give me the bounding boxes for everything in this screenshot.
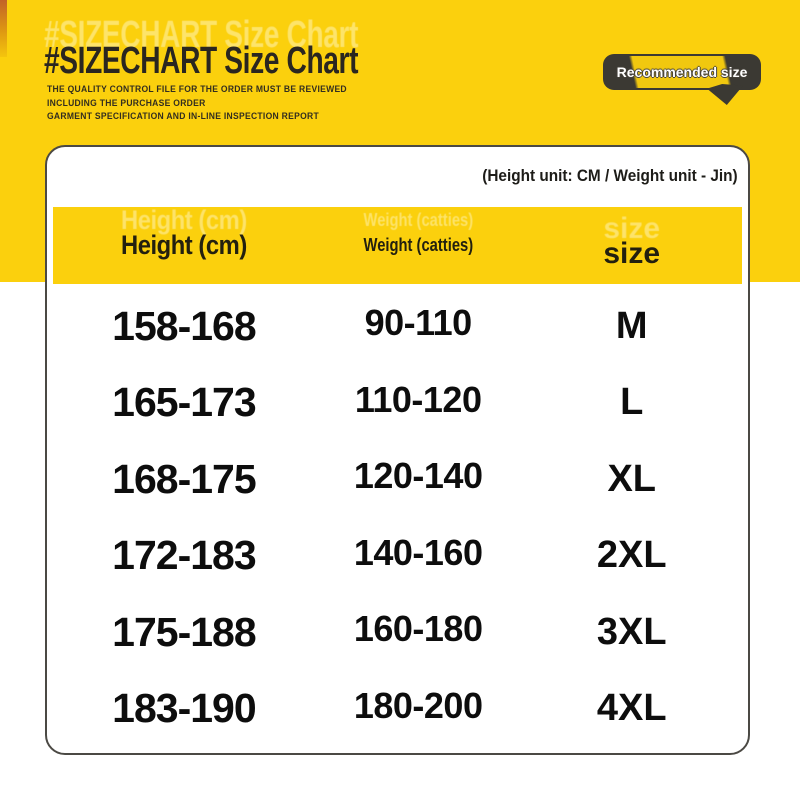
units-note: (Height unit: CM / Weight unit - Jin) xyxy=(482,167,738,185)
weight-cell: 110-120 xyxy=(354,378,482,420)
table-row: 168-175 120-140 XL xyxy=(53,455,742,503)
size-cell: 2XL xyxy=(596,534,667,577)
height-cell: 158-168 xyxy=(112,302,256,349)
size-cell: 3XL xyxy=(596,610,667,653)
column-header-weight: Weight (catties) xyxy=(363,235,473,255)
size-cell: L xyxy=(620,381,644,424)
height-cell: 175-188 xyxy=(112,608,256,655)
size-cell: M xyxy=(615,304,648,347)
quality-note-line: THE QUALITY CONTROL FILE FOR THE ORDER M… xyxy=(47,84,347,94)
column-header-size: size xyxy=(603,236,661,270)
size-chart-card: (Height unit: CM / Weight unit - Jin) He… xyxy=(45,145,750,755)
recommended-size-label: Recommended size xyxy=(616,64,748,80)
size-cell: XL xyxy=(607,457,657,500)
column-header-height: Height (cm) xyxy=(120,230,247,260)
recommended-size-badge: Recommended size xyxy=(603,54,761,90)
weight-cell: 140-160 xyxy=(353,531,483,573)
weight-cell: 180-200 xyxy=(353,684,483,726)
table-row: 183-190 180-200 4XL xyxy=(53,685,742,732)
corner-color-artifact xyxy=(0,0,7,57)
quality-note: THE QUALITY CONTROL FILE FOR THE ORDER M… xyxy=(47,83,347,124)
weight-cell: 90-110 xyxy=(364,302,473,344)
table-row: 165-173 110-120 L xyxy=(53,379,742,426)
table-row: 158-168 90-110 M xyxy=(53,302,742,350)
table-header-row: Height (cm) Weight (catties) size xyxy=(53,207,742,284)
height-cell: 172-183 xyxy=(112,532,256,579)
weight-cell: 120-140 xyxy=(353,455,483,497)
height-cell: 183-190 xyxy=(112,685,256,732)
size-table: 158-168 90-110 M 165-173 110-120 L 168-1… xyxy=(53,284,742,747)
height-cell: 165-173 xyxy=(112,379,256,426)
table-row: 175-188 160-180 3XL xyxy=(53,608,742,656)
size-cell: 4XL xyxy=(596,687,667,730)
quality-note-line: GARMENT SPECIFICATION AND IN-LINE INSPEC… xyxy=(47,111,319,122)
weight-cell: 160-180 xyxy=(353,608,483,650)
quality-note-line: INCLUDING THE PURCHASE ORDER xyxy=(47,97,206,108)
height-cell: 168-175 xyxy=(112,455,256,502)
table-row: 172-183 140-160 2XL xyxy=(53,532,742,579)
page-title: #SIZECHART Size Chart xyxy=(44,40,359,82)
